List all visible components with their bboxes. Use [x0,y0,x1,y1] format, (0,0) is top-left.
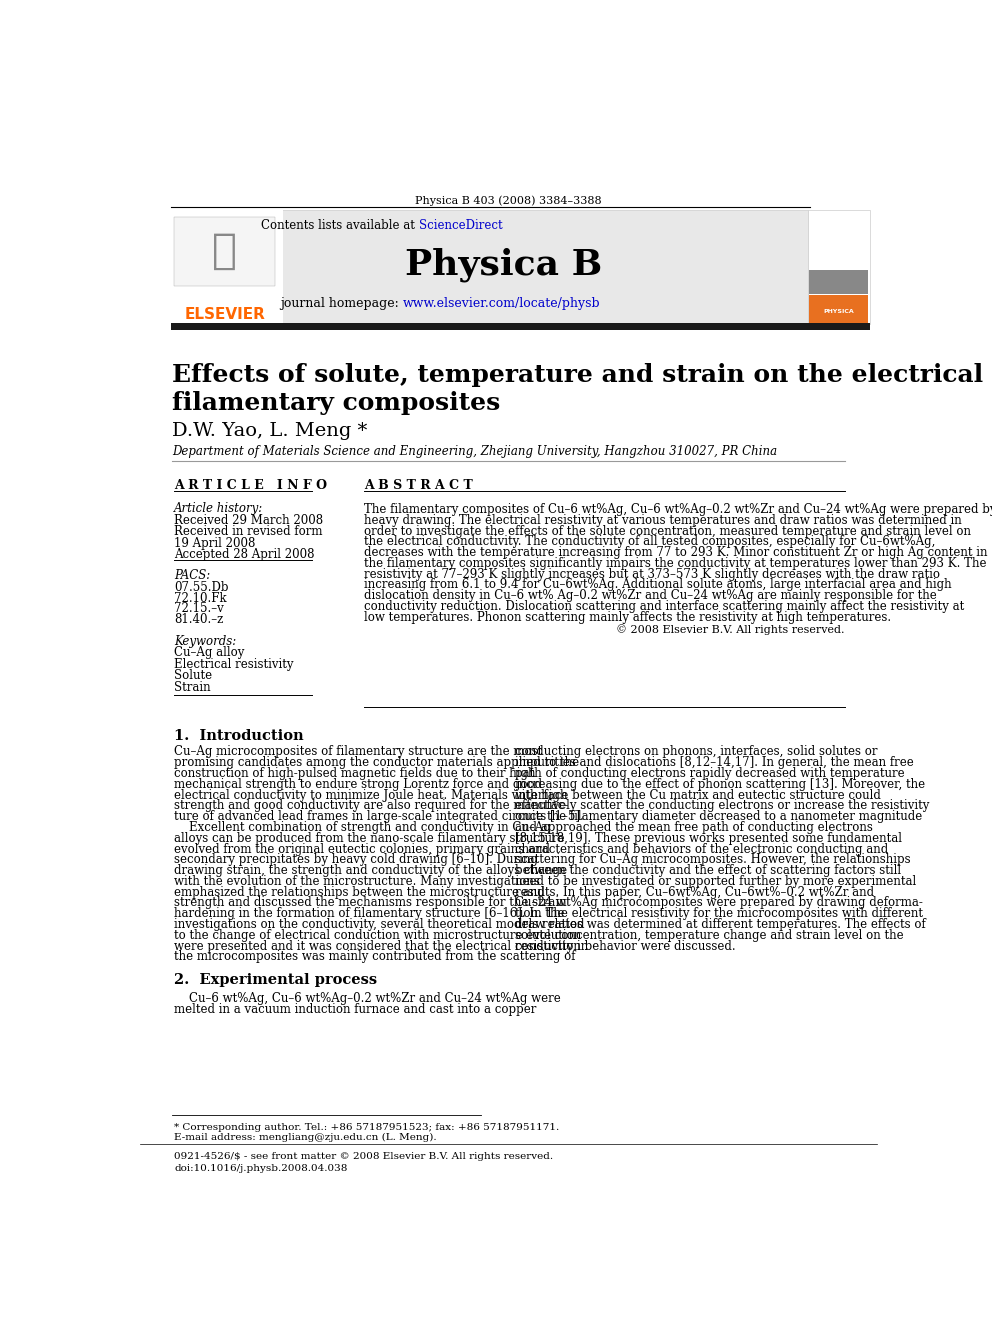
Text: increasing due to the effect of phonon scattering [13]. Moreover, the: increasing due to the effect of phonon s… [516,778,926,791]
Bar [171,210,807,324]
Text: ture of advanced lead frames in large-scale integrated circuits [1–5].: ture of advanced lead frames in large-sc… [175,810,584,823]
Text: draw ratios was determined at different temperatures. The effects of: draw ratios was determined at different … [516,918,927,931]
Text: Electrical resistivity: Electrical resistivity [175,658,294,671]
Text: conductivity reduction. Dislocation scattering and interface scattering mainly a: conductivity reduction. Dislocation scat… [364,599,964,613]
Text: need to be investigated or supported further by more experimental: need to be investigated or supported fur… [516,875,917,888]
Text: Department of Materials Science and Engineering, Zhejiang University, Hangzhou 3: Department of Materials Science and Engi… [172,446,777,458]
Text: 72.15.–v: 72.15.–v [175,602,224,615]
Text: and approached the mean free path of conducting electrons: and approached the mean free path of con… [516,822,873,833]
Text: path of conducting electrons rapidly decreased with temperature: path of conducting electrons rapidly dec… [516,767,905,781]
Text: Received in revised form: Received in revised form [175,525,322,538]
Text: mechanical strength to endure strong Lorentz force and good: mechanical strength to endure strong Lor… [175,778,543,791]
Text: 🌳: 🌳 [212,230,237,273]
Text: impurities and dislocations [8,12–14,17]. In general, the mean free: impurities and dislocations [8,12–14,17]… [516,757,914,769]
Text: strength and good conductivity are also required for the manufac-: strength and good conductivity are also … [175,799,568,812]
Text: E-mail address: mengliang@zju.edu.cn (L. Meng).: E-mail address: mengliang@zju.edu.cn (L.… [175,1132,437,1142]
Text: Physica B 403 (2008) 3384–3388: Physica B 403 (2008) 3384–3388 [415,196,602,206]
Text: electrical conductivity to minimize Joule heat. Materials with high: electrical conductivity to minimize Joul… [175,789,567,802]
Text: resistivity at 77–293 K slightly increases but at 373–573 K slightly decreases w: resistivity at 77–293 K slightly increas… [364,568,940,581]
Text: www.elsevier.com/locate/physb: www.elsevier.com/locate/physb [403,298,600,311]
Text: doi:10.1016/j.physb.2008.04.038: doi:10.1016/j.physb.2008.04.038 [175,1164,348,1172]
Text: 0921-4526/$ - see front matter © 2008 Elsevier B.V. All rights reserved.: 0921-4526/$ - see front matter © 2008 El… [175,1152,554,1162]
Text: Physica B: Physica B [405,247,602,282]
Text: to the change of electrical conduction with microstructure evolution: to the change of electrical conduction w… [175,929,581,942]
Text: scattering for Cu–Ag microcomposites. However, the relationships: scattering for Cu–Ag microcomposites. Ho… [516,853,911,867]
Bar [171,210,283,324]
Text: between the conductivity and the effect of scattering factors still: between the conductivity and the effect … [516,864,902,877]
Text: Keywords:: Keywords: [175,635,237,648]
Text: The filamentary composites of Cu–6 wt%Ag, Cu–6 wt%Ag–0.2 wt%Zr and Cu–24 wt%Ag w: The filamentary composites of Cu–6 wt%Ag… [364,503,992,516]
Text: 1.  Introduction: 1. Introduction [175,729,304,742]
Text: emphasized the relationships between the microstructure and: emphasized the relationships between the… [175,885,546,898]
Text: with the evolution of the microstructure. Many investigations: with the evolution of the microstructure… [175,875,541,888]
Bar [809,295,868,324]
Text: results. In this paper, Cu–6wt%Ag, Cu–6wt%–0.2 wt%Zr and: results. In this paper, Cu–6wt%Ag, Cu–6w… [516,885,875,898]
Text: PHYSICA: PHYSICA [823,308,854,314]
Text: Cu–Ag microcomposites of filamentary structure are the most: Cu–Ag microcomposites of filamentary str… [175,745,543,758]
Text: the electrical conductivity. The conductivity of all tested composites, especial: the electrical conductivity. The conduct… [364,536,935,548]
Text: solute concentration, temperature change and strain level on the: solute concentration, temperature change… [516,929,904,942]
Text: Article history:: Article history: [175,503,264,515]
Text: low temperatures. Phonon scattering mainly affects the resistivity at high tempe: low temperatures. Phonon scattering main… [364,611,892,623]
Text: heavy drawing. The electrical resistivity at various temperatures and draw ratio: heavy drawing. The electrical resistivit… [364,513,962,527]
Text: Contents lists available at: Contents lists available at [261,218,419,232]
Text: effectively scatter the conducting electrons or increase the resistivity: effectively scatter the conducting elect… [516,799,930,812]
Text: A B S T R A C T: A B S T R A C T [364,479,473,492]
Text: were presented and it was considered that the electrical resistivity in: were presented and it was considered tha… [175,939,588,953]
Text: the filamentary composites significantly impairs the conductivity at temperature: the filamentary composites significantly… [364,557,987,570]
Text: once the filamentary diameter decreased to a nanometer magnitude: once the filamentary diameter decreased … [516,810,923,823]
Text: 81.40.–z: 81.40.–z [175,613,223,626]
Text: ScienceDirect: ScienceDirect [419,218,502,232]
Text: decreases with the temperature increasing from 77 to 293 K. Minor constituent Zr: decreases with the temperature increasin… [364,546,988,560]
Text: characteristics and behaviors of the electronic conducting and: characteristics and behaviors of the ele… [516,843,889,856]
Text: order to investigate the effects of the solute concentration, measured temperatu: order to investigate the effects of the … [364,524,971,537]
Text: conduction behavior were discussed.: conduction behavior were discussed. [516,939,736,953]
Bar [807,210,870,324]
Text: strength and discussed the mechanisms responsible for the strain: strength and discussed the mechanisms re… [175,897,567,909]
Text: construction of high-pulsed magnetic fields due to their high: construction of high-pulsed magnetic fie… [175,767,536,781]
Text: evolved from the original eutectic colonies, primary grains and: evolved from the original eutectic colon… [175,843,551,856]
Text: 72.10.Fk: 72.10.Fk [175,591,227,605]
Text: 19 April 2008: 19 April 2008 [175,537,256,550]
Text: D.W. Yao, L. Meng *: D.W. Yao, L. Meng * [172,422,367,441]
Text: drawing strain, the strength and conductivity of the alloys change: drawing strain, the strength and conduct… [175,864,567,877]
Text: the microcomposites was mainly contributed from the scattering of: the microcomposites was mainly contribut… [175,950,576,963]
Text: investigations on the conductivity, several theoretical models related: investigations on the conductivity, seve… [175,918,585,931]
Text: 2.  Experimental process: 2. Experimental process [175,974,378,987]
Text: tion. The electrical resistivity for the microcomposites with different: tion. The electrical resistivity for the… [516,908,924,921]
Text: Cu–Ag alloy: Cu–Ag alloy [175,646,245,659]
Text: conducting electrons on phonons, interfaces, solid solutes or: conducting electrons on phonons, interfa… [516,745,878,758]
Text: alloys can be produced from the nano-scale filamentary structure: alloys can be produced from the nano-sca… [175,832,565,845]
Text: ELSEVIER: ELSEVIER [185,307,265,323]
Text: Strain: Strain [175,681,211,693]
Text: promising candidates among the conductor materials applied to the: promising candidates among the conductor… [175,757,579,769]
Text: journal homepage:: journal homepage: [281,298,403,311]
Text: Received 29 March 2008: Received 29 March 2008 [175,513,323,527]
Text: 07.55.Db: 07.55.Db [175,581,229,594]
Text: interface between the Cu matrix and eutectic structure could: interface between the Cu matrix and eute… [516,789,881,802]
Bar [171,323,870,331]
Text: Cu–6 wt%Ag, Cu–6 wt%Ag–0.2 wt%Zr and Cu–24 wt%Ag were: Cu–6 wt%Ag, Cu–6 wt%Ag–0.2 wt%Zr and Cu–… [175,992,561,1005]
Text: hardening in the formation of filamentary structure [6–16]. In the: hardening in the formation of filamentar… [175,908,564,921]
Text: Accepted 28 April 2008: Accepted 28 April 2008 [175,548,314,561]
Text: melted in a vacuum induction furnace and cast into a copper: melted in a vacuum induction furnace and… [175,1003,537,1016]
Text: increasing from 6.1 to 9.4 for Cu–6wt%Ag. Additional solute atoms, large interfa: increasing from 6.1 to 9.4 for Cu–6wt%Ag… [364,578,952,591]
Text: secondary precipitates by heavy cold drawing [6–10]. During: secondary precipitates by heavy cold dra… [175,853,539,867]
Text: Effects of solute, temperature and strain on the electrical resistivity of Cu–Ag: Effects of solute, temperature and strai… [172,363,992,386]
Text: * Corresponding author. Tel.: +86 57187951523; fax: +86 57187951171.: * Corresponding author. Tel.: +86 571879… [175,1123,559,1131]
Text: PACS:: PACS: [175,569,210,582]
Text: Cu–24 wt%Ag microcomposites were prepared by drawing deforma-: Cu–24 wt%Ag microcomposites were prepare… [516,897,924,909]
Text: © 2008 Elsevier B.V. All rights reserved.: © 2008 Elsevier B.V. All rights reserved… [616,624,845,635]
Text: Solute: Solute [175,669,212,683]
Bar [175,217,275,286]
Text: A R T I C L E   I N F O: A R T I C L E I N F O [175,479,327,492]
Bar [809,270,868,294]
Text: [8,15,18,19]. These previous works presented some fundamental: [8,15,18,19]. These previous works prese… [516,832,903,845]
Text: Excellent combination of strength and conductivity in Cu–Ag: Excellent combination of strength and co… [175,822,552,833]
Text: dislocation density in Cu–6 wt% Ag–0.2 wt%Zr and Cu–24 wt%Ag are mainly responsi: dislocation density in Cu–6 wt% Ag–0.2 w… [364,589,937,602]
Text: filamentary composites: filamentary composites [172,392,500,415]
